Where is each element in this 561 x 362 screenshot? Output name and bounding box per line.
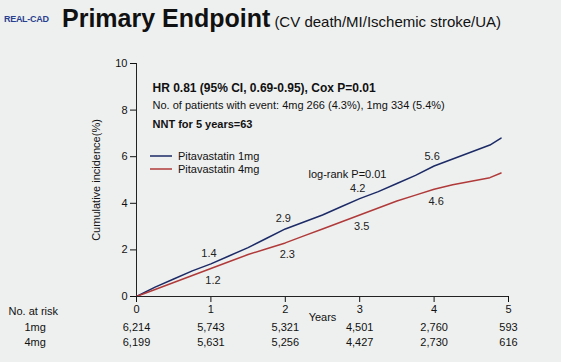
svg-text:3: 3 — [357, 303, 363, 315]
svg-text:0: 0 — [121, 290, 127, 302]
svg-text:No. at risk: No. at risk — [9, 305, 59, 317]
svg-text:No. of patients with event: 4m: No. of patients with event: 4mg 266 (4.3… — [153, 99, 445, 111]
svg-text:log-rank P=0.01: log-rank P=0.01 — [309, 168, 387, 180]
svg-text:5: 5 — [505, 303, 511, 315]
html-text:Primary Endpoint(CV death/MI/I: Primary Endpoint(CV death/MI/Ischemic st… — [62, 4, 502, 32]
svg-text:2: 2 — [282, 303, 288, 315]
svg-text:2.9: 2.9 — [276, 212, 291, 224]
svg-text:Years: Years — [309, 311, 337, 323]
svg-text:4mg: 4mg — [25, 336, 46, 348]
svg-text:2.3: 2.3 — [280, 248, 295, 260]
svg-text:NNT for 5 years=63: NNT for 5 years=63 — [153, 118, 253, 130]
html-text:Pitavastatin 1mg: Pitavastatin 1mg — [178, 149, 260, 162]
svg-text:4: 4 — [121, 197, 127, 209]
svg-text:1.4: 1.4 — [201, 247, 216, 259]
svg-text:4.2: 4.2 — [350, 182, 365, 194]
svg-text:3.5: 3.5 — [354, 220, 369, 232]
svg-text:6: 6 — [121, 150, 127, 162]
svg-text:2,730: 2,730 — [420, 336, 448, 348]
svg-text:4: 4 — [431, 303, 437, 315]
svg-text:6,214: 6,214 — [123, 321, 151, 333]
svg-text:8: 8 — [121, 104, 127, 116]
svg-text:4.6: 4.6 — [428, 195, 443, 207]
svg-text:4,501: 4,501 — [346, 321, 374, 333]
svg-text:1: 1 — [208, 303, 214, 315]
svg-text:2,760: 2,760 — [420, 321, 448, 333]
svg-text:5,743: 5,743 — [197, 321, 225, 333]
html-text:REAL-CAD: REAL-CAD — [4, 14, 49, 24]
svg-text:616: 616 — [499, 336, 517, 348]
svg-text:1.2: 1.2 — [205, 274, 220, 286]
svg-text:10: 10 — [115, 57, 127, 69]
svg-text:5,256: 5,256 — [272, 336, 300, 348]
html-text:Pitavastatin 4mg: Pitavastatin 4mg — [178, 162, 260, 175]
svg-text:593: 593 — [499, 321, 517, 333]
svg-text:Cumulative incidence(%): Cumulative incidence(%) — [90, 119, 102, 241]
svg-text:1mg: 1mg — [25, 321, 46, 333]
svg-text:HR 0.81 (95% CI, 0.69-0.95), C: HR 0.81 (95% CI, 0.69-0.95), Cox P=0.01 — [153, 81, 376, 95]
svg-text:5,321: 5,321 — [272, 321, 300, 333]
svg-text:6,199: 6,199 — [123, 336, 151, 348]
svg-text:5,631: 5,631 — [197, 336, 225, 348]
svg-text:4,427: 4,427 — [346, 336, 374, 348]
svg-text:2: 2 — [121, 243, 127, 255]
svg-text:5.6: 5.6 — [424, 150, 439, 162]
svg-text:0: 0 — [133, 303, 139, 315]
